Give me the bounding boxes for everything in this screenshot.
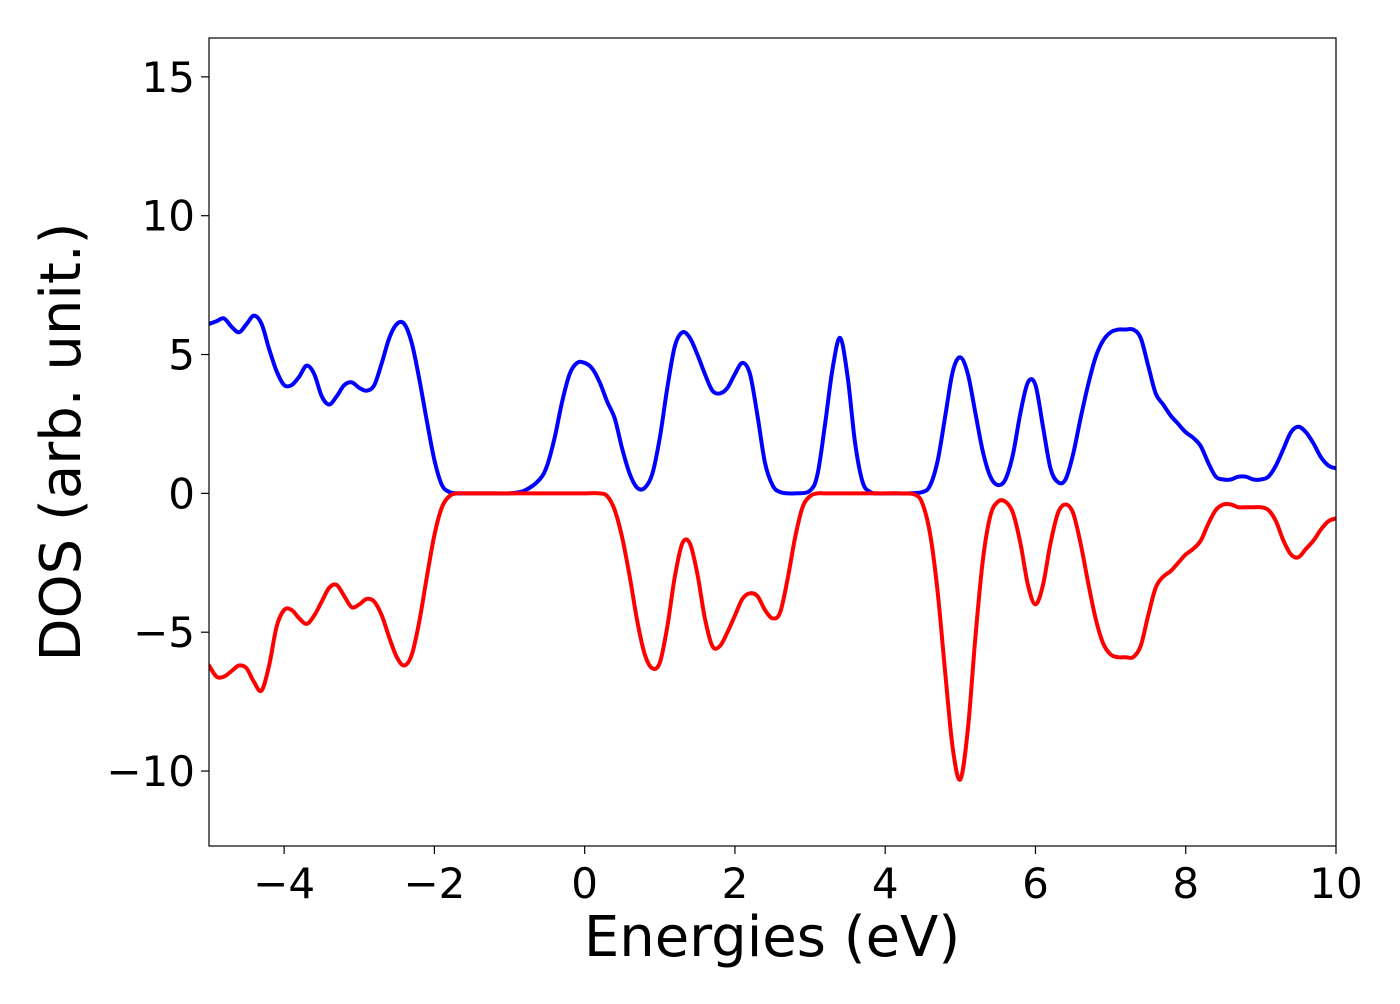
x-tick-label: 10 bbox=[1309, 859, 1362, 908]
x-tick-label: 4 bbox=[872, 859, 899, 908]
x-tick-label: 0 bbox=[571, 859, 598, 908]
series-line-0 bbox=[209, 313, 1336, 496]
x-axis-label: Energies (eV) bbox=[584, 905, 960, 970]
y-tick-label: −10 bbox=[106, 747, 195, 796]
y-tick-label: 15 bbox=[142, 53, 195, 102]
x-tick-label: 2 bbox=[722, 859, 749, 908]
x-tick-label: −4 bbox=[253, 859, 315, 908]
y-axis-label: DOS (arb. unit.) bbox=[29, 222, 94, 661]
series-line-1 bbox=[209, 491, 1336, 782]
ticks-layer: −4 −2 0 2 4 6 8 10 −10 −5 0 5 10 15 bbox=[106, 53, 1362, 908]
x-tick-label: 6 bbox=[1022, 859, 1049, 908]
plot-frame bbox=[208, 37, 1337, 847]
y-tick-label: 10 bbox=[142, 192, 195, 241]
x-tick-label: −2 bbox=[403, 859, 465, 908]
y-tick-label: 5 bbox=[168, 331, 195, 380]
y-tick-label: 0 bbox=[168, 469, 195, 518]
series-layer bbox=[209, 313, 1336, 782]
x-tick-label: 8 bbox=[1172, 859, 1199, 908]
y-tick-label: −5 bbox=[133, 608, 195, 657]
